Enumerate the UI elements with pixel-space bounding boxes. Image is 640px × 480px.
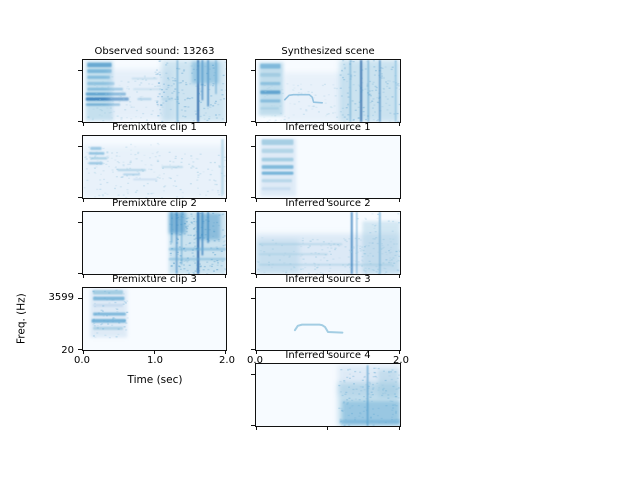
xtick-label-right-0: 0.0 xyxy=(247,355,263,366)
xtick-label-left-2: 2.0 xyxy=(219,355,235,366)
panel-inferred-source-4 xyxy=(251,363,401,430)
panel-observed-sound-13263 xyxy=(78,59,227,126)
y-tick xyxy=(78,222,82,223)
panel-inferred-source-1 xyxy=(251,135,401,202)
x-tick xyxy=(327,350,328,354)
x-tick xyxy=(153,274,155,278)
panel-synthesized-scene xyxy=(251,59,401,126)
y-tick xyxy=(78,349,82,350)
x-tick xyxy=(256,350,257,354)
panel-title-synthesized-scene: Synthesized scene xyxy=(281,46,375,57)
x-tick xyxy=(256,198,257,202)
panel-title-inferred-source-3: Inferred source 3 xyxy=(285,274,371,285)
x-axis-label: Time (sec) xyxy=(127,374,183,386)
y-tick xyxy=(78,146,82,147)
panel-title-observed-sound-13263: Observed sound: 13263 xyxy=(94,46,215,57)
x-tick xyxy=(225,198,226,202)
panel-title-inferred-source-4: Inferred source 4 xyxy=(285,350,371,361)
x-tick xyxy=(153,122,155,126)
xtick-label-right-1: 2.0 xyxy=(393,355,409,366)
panel-premixture-clip-3 xyxy=(78,287,227,354)
x-tick xyxy=(399,198,400,202)
x-tick xyxy=(83,122,84,126)
x-tick xyxy=(399,274,400,278)
y-tick xyxy=(78,121,82,122)
panel-title-premixture-clip-3: Premixture clip 3 xyxy=(112,274,197,285)
panel-title-premixture-clip-2: Premixture clip 2 xyxy=(112,198,197,209)
xtick-label-left-0: 0.0 xyxy=(74,355,90,366)
y-tick xyxy=(251,349,255,350)
x-tick xyxy=(83,350,84,354)
ytick-label-3599: 3599 xyxy=(48,292,74,303)
x-tick xyxy=(153,198,155,202)
panel-title-inferred-source-2: Inferred source 2 xyxy=(285,198,371,209)
x-tick xyxy=(256,122,257,126)
y-tick xyxy=(251,70,255,71)
spectrogram-canvas xyxy=(168,212,226,274)
x-tick xyxy=(327,426,328,430)
y-tick xyxy=(251,273,255,274)
y-tick xyxy=(251,222,255,223)
spectrogram-canvas xyxy=(90,289,129,339)
x-tick xyxy=(399,426,400,430)
x-tick xyxy=(399,350,400,354)
y-axis-label: Freq. (Hz) xyxy=(15,293,28,345)
spectrogram-canvas xyxy=(260,138,297,197)
panel-premixture-clip-1 xyxy=(78,135,227,202)
x-tick xyxy=(256,274,257,278)
x-tick xyxy=(153,350,155,354)
x-tick xyxy=(256,426,257,430)
y-tick xyxy=(251,298,255,299)
y-tick xyxy=(251,197,255,198)
panel-title-inferred-source-1: Inferred source 1 xyxy=(285,122,371,133)
x-tick xyxy=(225,350,226,354)
y-tick xyxy=(251,425,255,426)
panel-title-premixture-clip-1: Premixture clip 1 xyxy=(112,122,197,133)
y-tick xyxy=(78,197,82,198)
x-tick xyxy=(225,274,226,278)
spectrogram-canvas xyxy=(83,139,226,198)
spectrogram-canvas xyxy=(85,60,226,122)
x-tick xyxy=(399,122,400,126)
spectrogram-canvas xyxy=(256,212,400,274)
x-tick xyxy=(327,274,328,278)
y-tick xyxy=(78,298,82,299)
y-tick xyxy=(78,70,82,71)
y-tick xyxy=(251,121,255,122)
spectrogram-canvas xyxy=(338,365,400,426)
ytick-label-20: 20 xyxy=(61,345,74,356)
xtick-label-left-1: 1.0 xyxy=(147,355,163,366)
panel-premixture-clip-2 xyxy=(78,211,227,278)
spectrogram-canvas xyxy=(258,60,400,122)
x-tick xyxy=(327,122,328,126)
x-tick xyxy=(327,198,328,202)
x-tick xyxy=(83,198,84,202)
panel-inferred-source-2 xyxy=(251,211,401,278)
y-tick xyxy=(251,146,255,147)
x-tick xyxy=(225,122,226,126)
y-tick xyxy=(251,374,255,375)
spectrogram-canvas xyxy=(293,323,344,334)
y-tick xyxy=(78,273,82,274)
panel-inferred-source-3 xyxy=(251,287,401,354)
x-tick xyxy=(83,274,84,278)
